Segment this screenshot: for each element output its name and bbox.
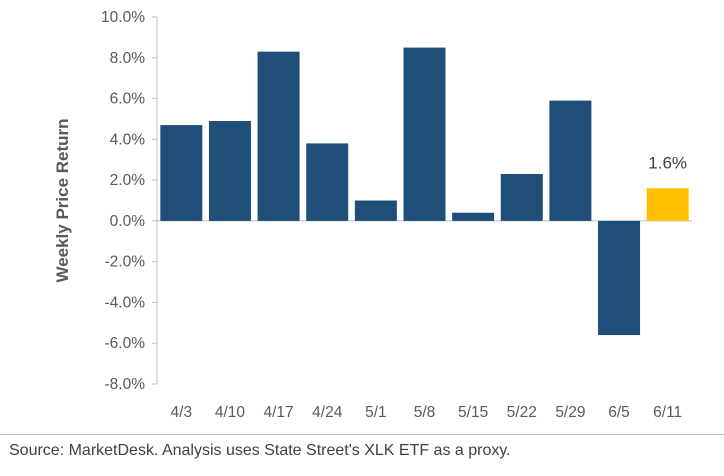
y-axis-title: Weekly Price Return bbox=[53, 118, 72, 282]
bar-5-8 bbox=[403, 47, 446, 221]
bar-chart: 10.0% 8.0% 6.0% 4.0% 2.0% 0.0% -2.0% -4.0% -6.0%… bbox=[53, 9, 692, 421]
bar-6-11 bbox=[646, 188, 689, 221]
source-note: Source: MarketDesk. Analysis uses State … bbox=[9, 442, 511, 459]
x-tick-label: 4/17 bbox=[264, 404, 294, 421]
y-axis-ticks: 10.0% 8.0% 6.0% 4.0% 2.0% 0.0% -2.0% -4.0% -6.0%… bbox=[101, 9, 157, 393]
x-tick-label: 5/15 bbox=[458, 404, 488, 421]
bar-5-22 bbox=[500, 173, 543, 221]
x-tick-label: 5/1 bbox=[365, 404, 387, 421]
x-tick-label: 4/3 bbox=[171, 404, 193, 421]
x-tick-label: 5/29 bbox=[555, 404, 585, 421]
bar-5-29 bbox=[549, 100, 592, 221]
bar-4-24 bbox=[306, 143, 349, 221]
x-tick-label: 4/24 bbox=[312, 404, 343, 421]
y-tick-label: -8.0% bbox=[105, 376, 146, 393]
bar-4-10 bbox=[208, 120, 251, 221]
y-tick-label: 2.0% bbox=[110, 172, 146, 189]
source-divider bbox=[0, 434, 724, 435]
x-tick-label: 5/8 bbox=[414, 404, 436, 421]
x-tick-label: 6/11 bbox=[653, 404, 682, 421]
y-tick-label: 4.0% bbox=[110, 131, 146, 148]
y-tick-label: -4.0% bbox=[105, 294, 146, 311]
bar-5-15 bbox=[452, 212, 495, 221]
x-tick-label: 6/5 bbox=[608, 404, 630, 421]
y-tick-label: 6.0% bbox=[110, 91, 146, 108]
data-labels: 1.6% bbox=[648, 153, 687, 172]
y-tick-label: -2.0% bbox=[105, 254, 146, 271]
bar-4-3 bbox=[160, 125, 203, 221]
bar-4-17 bbox=[257, 51, 300, 221]
y-tick-label: 8.0% bbox=[110, 50, 146, 67]
y-tick-label: 0.0% bbox=[110, 213, 146, 230]
y-tick-label: -6.0% bbox=[105, 335, 146, 352]
x-axis-ticks: 4/3 4/10 4/17 4/24 5/1 5/8 5/15 5/22 5/29 6/5 6/11 bbox=[171, 404, 683, 421]
bars bbox=[160, 47, 689, 336]
x-tick-label: 4/10 bbox=[215, 404, 246, 421]
bar-5-1 bbox=[354, 200, 397, 221]
x-tick-label: 5/22 bbox=[507, 404, 537, 421]
y-tick-label: 10.0% bbox=[101, 9, 145, 26]
data-label: 1.6% bbox=[648, 153, 687, 172]
bar-6-5 bbox=[598, 220, 641, 336]
